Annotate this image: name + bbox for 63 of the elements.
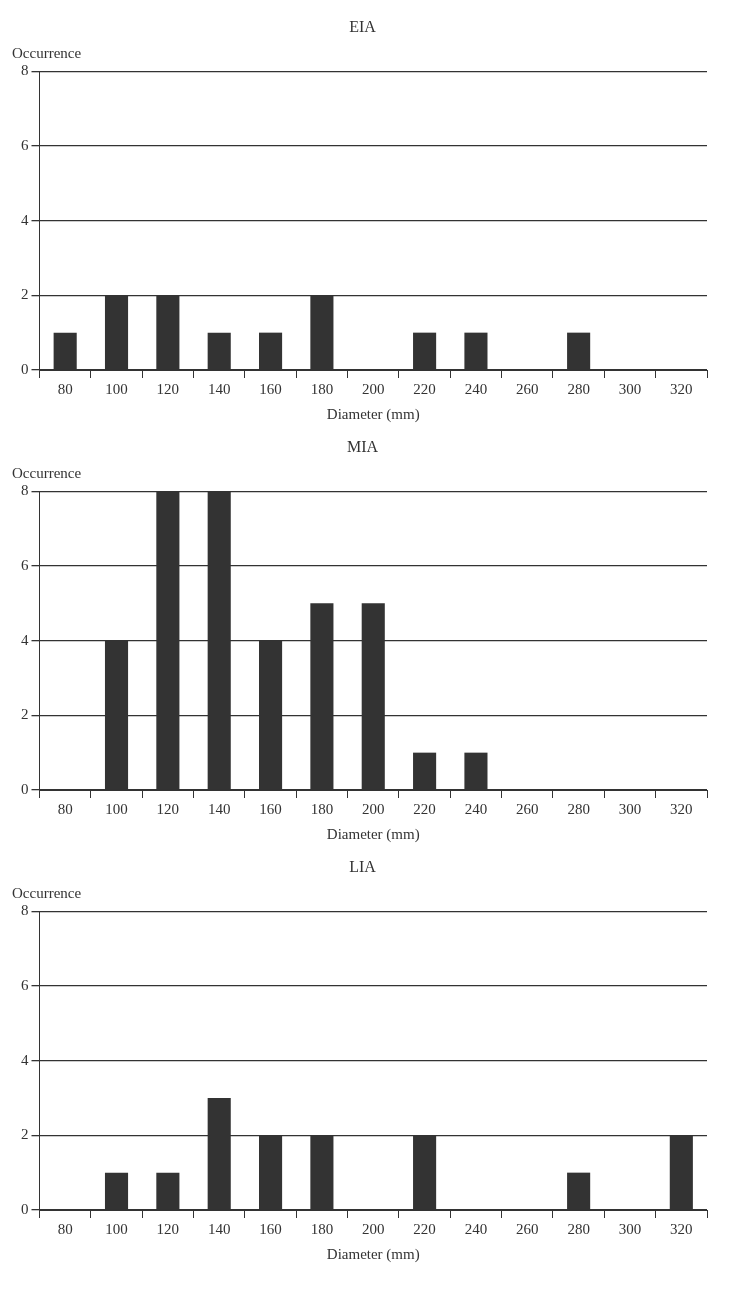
y-tick-label: 2 [21,286,29,303]
x-tick-label: 180 [310,380,334,397]
x-tick-label: 280 [567,1220,590,1237]
x-tick-label: 120 [156,1220,180,1237]
y-axis-title: Occurrence [12,464,82,481]
y-tick-label: 8 [21,62,29,79]
x-tick-label: 300 [618,800,642,817]
x-tick-label: 120 [156,380,180,397]
x-tick-label: 240 [464,1220,488,1237]
x-tick-label: 260 [516,800,539,817]
x-tick-label: 80 [57,1220,73,1237]
y-tick-label: 4 [21,631,29,648]
x-tick-label: 160 [259,800,282,817]
y-axis-title: Occurrence [12,884,82,901]
chart-title: MIA [346,437,379,455]
y-tick-label: 8 [21,482,29,499]
x-tick-label: 220 [413,800,436,817]
chart-title: EIA [349,17,377,35]
y-tick-label: 4 [21,211,29,228]
x-tick-label: 180 [310,800,334,817]
x-axis-title: Diameter (mm) [326,405,420,423]
x-tick-label: 200 [362,1220,385,1237]
x-tick-label: 300 [618,1220,642,1237]
y-axis-title: Occurrence [12,44,82,61]
x-tick-label: 140 [207,800,231,817]
y-tick-label: 6 [21,556,29,573]
y-tick-label: 0 [21,360,29,377]
y-tick-label: 6 [21,976,29,993]
x-tick-label: 200 [362,800,385,817]
x-tick-label: 260 [516,380,539,397]
x-tick-label: 80 [57,380,73,397]
x-tick-label: 220 [413,1220,436,1237]
x-tick-label: 320 [670,1220,693,1237]
y-tick-label: 2 [21,706,29,723]
y-tick-label: 4 [21,1051,29,1068]
x-tick-label: 320 [670,800,693,817]
x-tick-label: 260 [516,1220,539,1237]
x-tick-label: 200 [362,380,385,397]
x-tick-label: 140 [207,380,231,397]
chart-title: LIA [349,857,377,875]
x-tick-label: 300 [618,380,642,397]
x-tick-label: 240 [464,800,488,817]
y-tick-label: 6 [21,136,29,153]
x-tick-label: 80 [57,800,73,817]
x-tick-label: 100 [105,1220,128,1237]
y-tick-label: 0 [21,780,29,797]
x-tick-label: 280 [567,380,590,397]
y-tick-label: 2 [21,1126,29,1143]
x-axis-title: Diameter (mm) [326,1245,420,1263]
y-tick-label: 8 [21,902,29,919]
x-tick-label: 240 [464,380,488,397]
y-tick-label: 0 [21,1200,29,1217]
x-tick-label: 220 [413,380,436,397]
x-tick-label: 280 [567,800,590,817]
x-tick-label: 100 [105,380,128,397]
x-tick-label: 100 [105,800,128,817]
x-tick-label: 160 [259,380,282,397]
x-tick-label: 140 [207,1220,231,1237]
x-tick-label: 160 [259,1220,282,1237]
x-axis-title: Diameter (mm) [326,825,420,843]
x-tick-label: 320 [670,380,693,397]
x-tick-label: 120 [156,800,180,817]
x-tick-label: 180 [310,1220,334,1237]
